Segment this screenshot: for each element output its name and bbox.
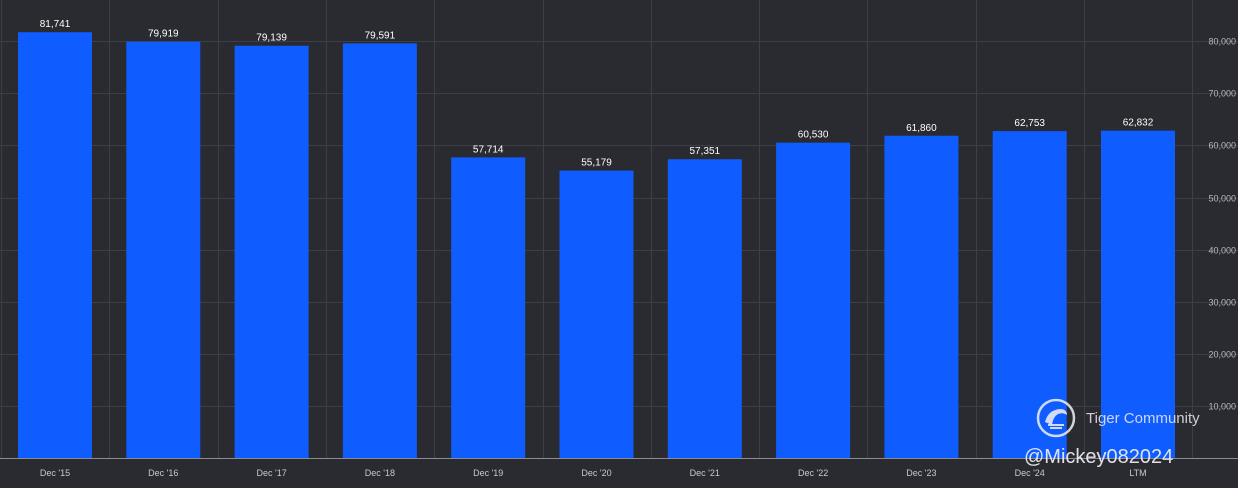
- x-axis-ticks: Dec '15 Dec '16 Dec '17 Dec '18 Dec '19 Dec '…: [40, 468, 1147, 478]
- y-tick-label: 40,000: [1208, 246, 1236, 256]
- bar: [342, 43, 417, 459]
- bar: [776, 142, 851, 459]
- bar-value-label: 79,919: [148, 29, 179, 40]
- x-tick-label: LTM: [1129, 468, 1146, 478]
- x-tick-label: Dec '20: [581, 468, 611, 478]
- x-tick-label: Dec '18: [365, 468, 395, 478]
- bar-value-label: 62,753: [1014, 118, 1045, 129]
- bar-value-label: 79,139: [256, 33, 287, 44]
- y-axis-ticks: 10,000 20,000 30,000 40,000 50,000 60,000 70,0…: [1208, 37, 1236, 412]
- y-tick-label: 70,000: [1208, 89, 1236, 99]
- bar: [234, 45, 309, 458]
- bar-value-label: 55,179: [581, 158, 612, 169]
- x-tick-label: Dec '21: [690, 468, 720, 478]
- x-tick-label: Dec '19: [473, 468, 503, 478]
- y-tick-label: 10,000: [1208, 402, 1236, 412]
- x-tick-label: Dec '24: [1015, 468, 1045, 478]
- y-tick-label: 20,000: [1208, 350, 1236, 360]
- value-labels: 81,741 79,919 79,139 79,591 57,714 55,179 57,3…: [40, 19, 1154, 168]
- bar: [1101, 130, 1175, 458]
- bar-value-label: 81,741: [40, 19, 71, 30]
- bar: [126, 41, 201, 459]
- bar: [667, 159, 742, 458]
- x-tick-label: Dec '17: [256, 468, 286, 478]
- bars: [18, 32, 1175, 459]
- bar: [18, 32, 92, 458]
- bar-value-label: 60,530: [798, 130, 829, 141]
- bar-value-label: 62,832: [1123, 118, 1154, 129]
- bar: [884, 135, 959, 458]
- x-tick-label: Dec '16: [148, 468, 178, 478]
- bar-value-label: 79,591: [365, 30, 396, 41]
- y-tick-label: 50,000: [1208, 194, 1236, 204]
- bar-value-label: 57,351: [690, 146, 721, 157]
- y-tick-label: 30,000: [1208, 298, 1236, 308]
- bar-value-label: 57,714: [473, 144, 504, 155]
- bar: [559, 170, 634, 458]
- bar: [451, 157, 526, 458]
- y-tick-label: 60,000: [1208, 141, 1236, 151]
- bar: [992, 131, 1067, 458]
- y-tick-label: 80,000: [1208, 37, 1236, 47]
- x-tick-label: Dec '15: [40, 468, 70, 478]
- x-tick-label: Dec '23: [906, 468, 936, 478]
- bar-value-label: 61,860: [906, 123, 937, 134]
- x-tick-label: Dec '22: [798, 468, 828, 478]
